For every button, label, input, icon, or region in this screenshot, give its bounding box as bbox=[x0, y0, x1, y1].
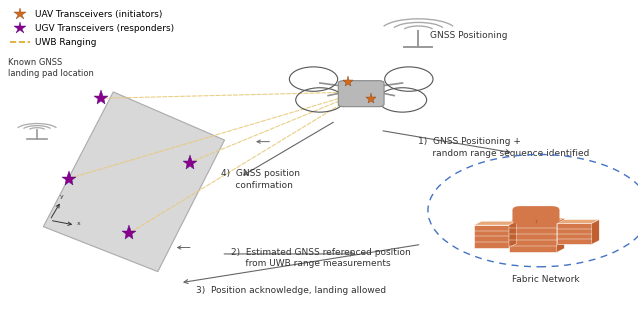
Polygon shape bbox=[557, 220, 599, 224]
Text: y: y bbox=[60, 194, 63, 200]
Text: 2)  Estimated GNSS referenced position
     from UWB range measurements: 2) Estimated GNSS referenced position fr… bbox=[231, 248, 411, 268]
Text: Known GNSS
landing pad location: Known GNSS landing pad location bbox=[8, 58, 94, 78]
Text: 3)  Position acknowledge, landing allowed: 3) Position acknowledge, landing allowed bbox=[196, 286, 386, 295]
Text: Fabric Network: Fabric Network bbox=[512, 275, 579, 284]
FancyBboxPatch shape bbox=[339, 81, 384, 107]
Text: 1)  GNSS Positioning +
     random range sequence identified: 1) GNSS Positioning + random range seque… bbox=[419, 137, 590, 158]
FancyBboxPatch shape bbox=[557, 224, 591, 244]
Text: 4)  GNSS position
     confirmation: 4) GNSS position confirmation bbox=[221, 169, 300, 190]
Polygon shape bbox=[557, 218, 564, 252]
Legend: UAV Transceivers (initiators), UGV Transceivers (responders), UWB Ranging: UAV Transceivers (initiators), UGV Trans… bbox=[6, 6, 177, 51]
Polygon shape bbox=[509, 221, 516, 248]
FancyBboxPatch shape bbox=[513, 206, 559, 224]
Polygon shape bbox=[474, 221, 516, 225]
FancyBboxPatch shape bbox=[509, 222, 557, 252]
FancyBboxPatch shape bbox=[474, 225, 509, 248]
Polygon shape bbox=[509, 218, 564, 222]
Polygon shape bbox=[591, 220, 599, 244]
Text: GNSS Positioning: GNSS Positioning bbox=[430, 31, 508, 40]
Text: x: x bbox=[77, 221, 81, 226]
Polygon shape bbox=[44, 92, 225, 272]
